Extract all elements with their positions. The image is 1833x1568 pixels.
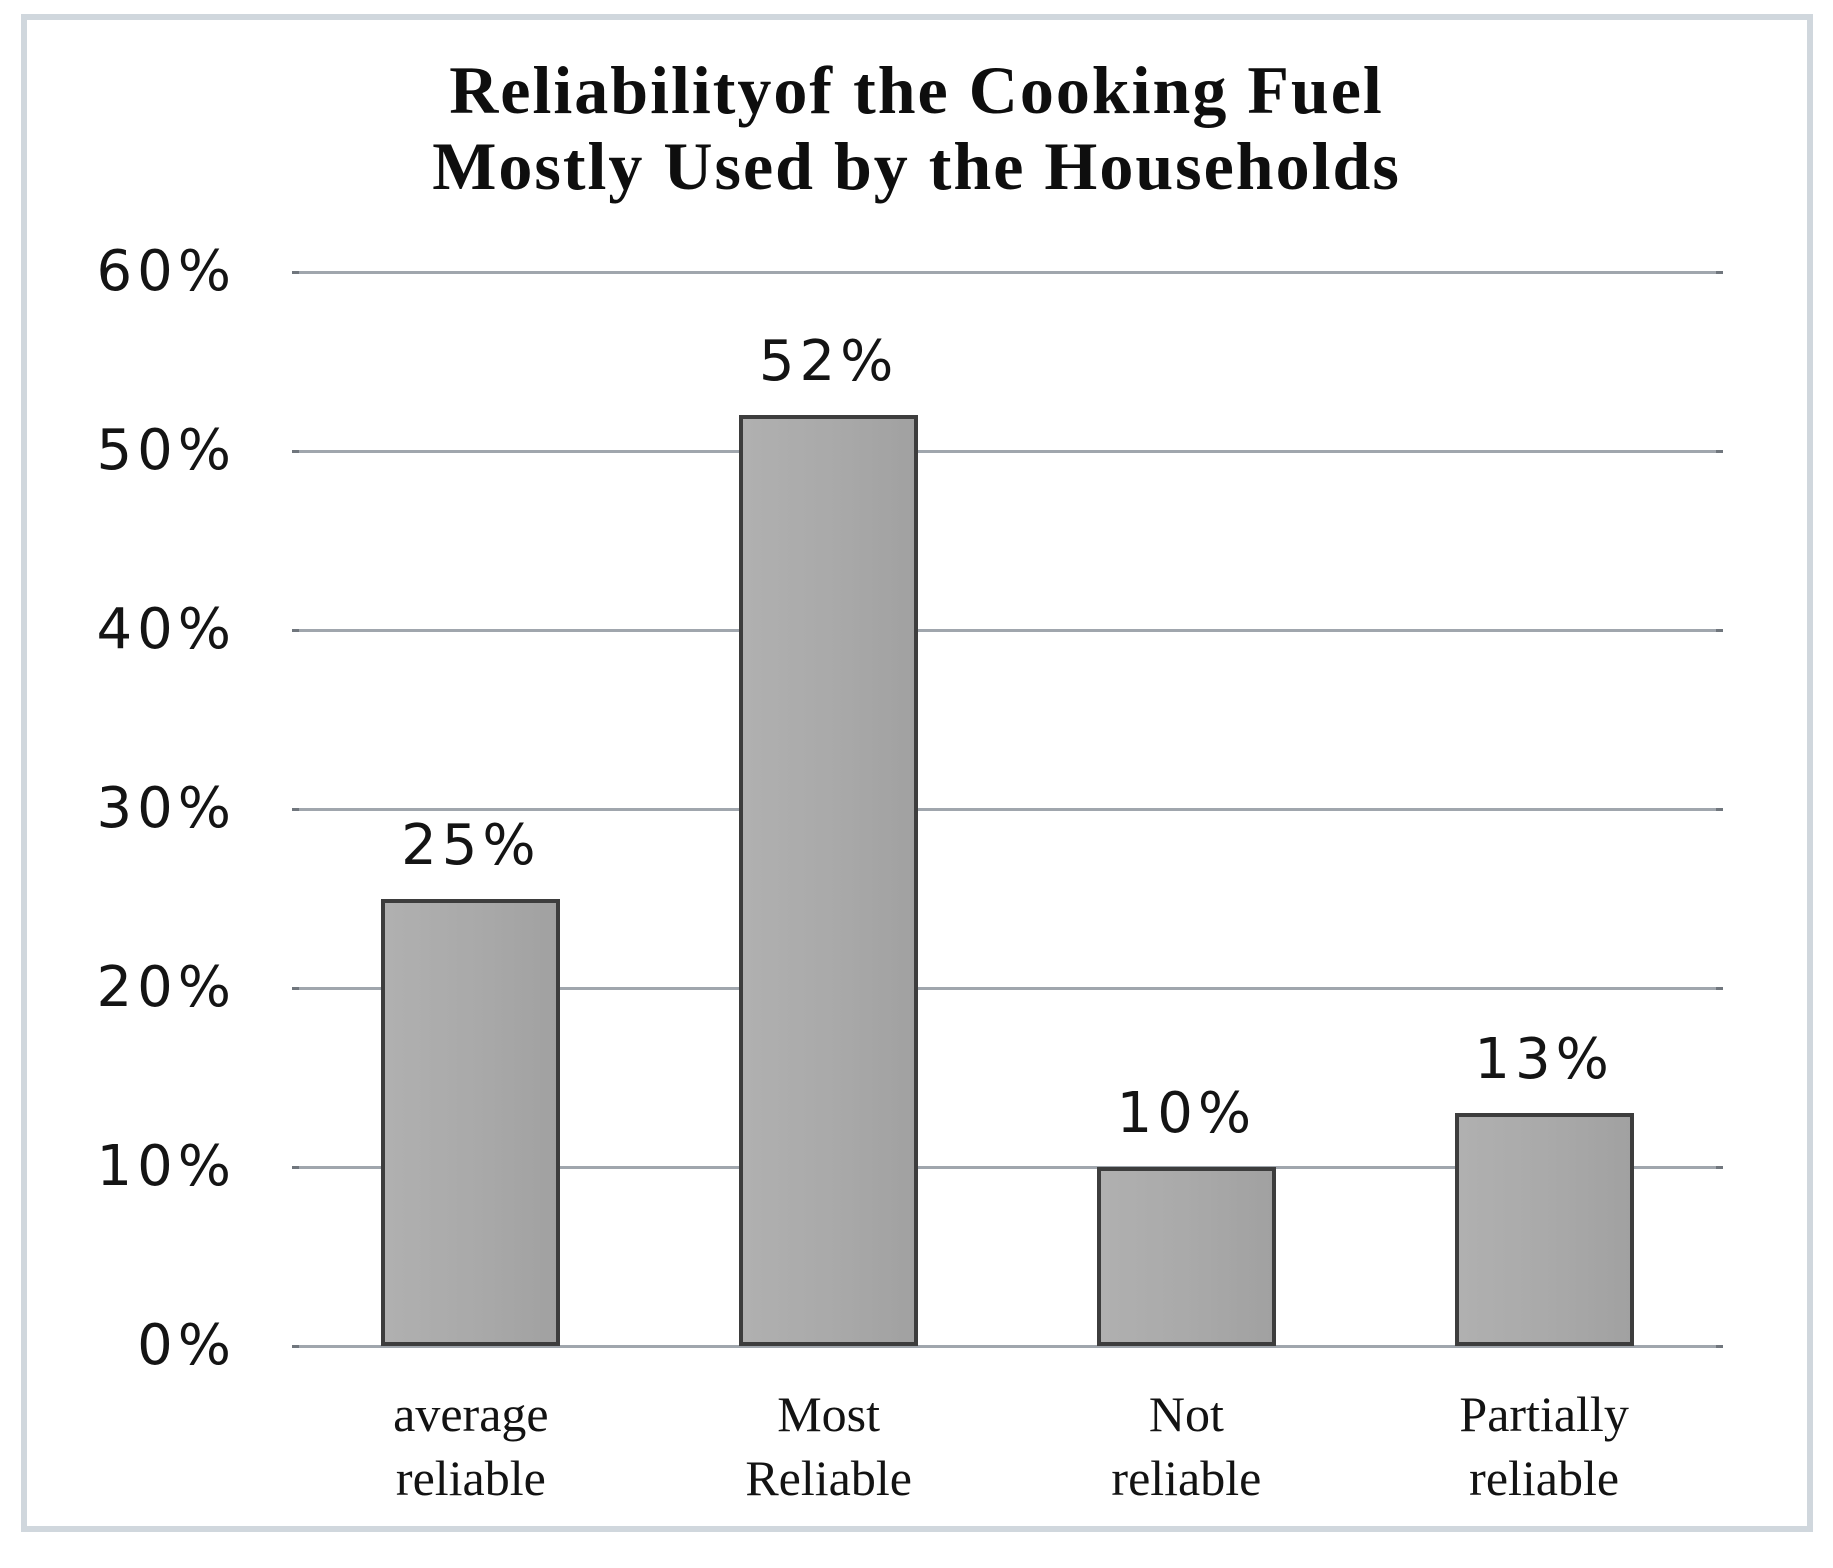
bar-value-label-partially-reliable: 13% [1474,1027,1614,1093]
x-tick-label-average-reliable: average reliable [292,1382,650,1510]
y-tick-label: 20% [96,955,236,1020]
x-tick-label-partially-reliable: Partially reliable [1365,1382,1723,1510]
y-tick-label: 30% [96,776,236,841]
chart-title-line2: Mostly Used by the Households [432,128,1401,204]
x-tick-label-most-reliable: Most Reliable [650,1382,1008,1510]
y-tick-label: 10% [96,1134,236,1199]
y-tick-label: 60% [96,239,236,304]
y-tick-label: 40% [96,597,236,662]
bar-partially-reliable [1454,1113,1634,1346]
y-tick-label: 50% [96,418,236,483]
x-tick-label-line: reliable [1111,1450,1262,1506]
gridline [292,629,1723,632]
x-tick-label-line: reliable [395,1450,546,1506]
gridline [292,271,1723,274]
bar-not-reliable [1096,1167,1276,1346]
x-tick-label-line: Reliable [745,1450,912,1506]
chart-title: Reliabilityof the Cooking Fuel Mostly Us… [0,52,1833,204]
gridline [292,1345,1723,1348]
x-tick-label-line: Partially [1459,1386,1629,1442]
x-tick-label-line: Not [1148,1386,1224,1442]
chart-title-line1: Reliabilityof the Cooking Fuel [449,52,1384,128]
gridline [292,808,1723,811]
bar-value-label-most-reliable: 52% [758,329,899,395]
bar-value-label-average-reliable: 25% [401,812,541,878]
bar-value-label-not-reliable: 10% [1116,1081,1257,1146]
x-axis-labels: average reliable Most Reliable Not reliable Pa… [292,1382,1723,1532]
gridline [292,1166,1723,1169]
bar-average-reliable [381,898,561,1346]
x-tick-label-line: average [393,1386,549,1442]
y-axis-labels: 60% 50% 40% 30% 20% 10% 0% [0,239,236,1378]
x-tick-label-not-reliable: Not reliable [1007,1382,1365,1510]
gridline [292,450,1723,453]
x-tick-label-line: Most [777,1386,881,1442]
y-tick-label: 0% [137,1313,236,1378]
bar-most-reliable [739,415,919,1346]
plot-area: 25% 52% 10% 13% [292,271,1723,1348]
x-tick-label-line: reliable [1469,1450,1620,1506]
gridline [292,987,1723,990]
